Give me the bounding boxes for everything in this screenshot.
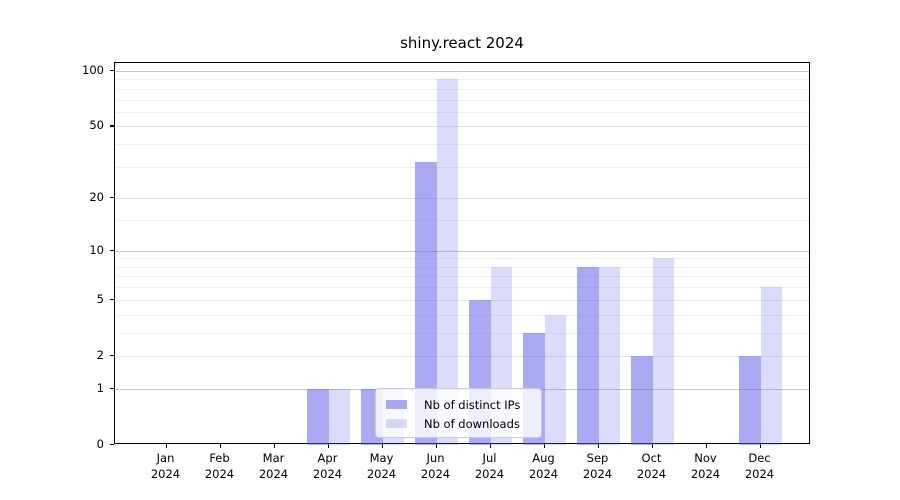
y-tick-label: 50: [89, 118, 104, 133]
gridline-minor: [115, 88, 809, 90]
y-tick-label: 100: [82, 63, 104, 77]
gridline-minor: [115, 266, 809, 268]
y-tick-label: 20: [89, 190, 104, 205]
x-tick-mark: [651, 444, 653, 448]
gridline-minor: [115, 111, 809, 113]
y-tick-label: 2: [96, 347, 104, 362]
gridline: [115, 198, 809, 200]
y-tick-label: 0: [96, 437, 104, 451]
gridline-minor: [115, 258, 809, 260]
gridline-minor: [115, 99, 809, 101]
x-tick-label: Mar 2024: [258, 451, 289, 481]
y-tick-label: 5: [96, 291, 104, 306]
legend-label-downloads: Nb of downloads: [424, 416, 520, 431]
x-tick-mark: [759, 444, 761, 448]
bar-nb-of-distinct-ips-apr-2024: [307, 388, 329, 445]
gridline: [115, 250, 809, 252]
x-tick-label: Jul 2024: [474, 451, 505, 481]
x-tick-label: Aug 2024: [528, 451, 559, 481]
legend-entry-downloads: Nb of downloads: [386, 414, 541, 433]
legend-label-distinct-ips: Nb of distinct IPs: [424, 397, 521, 412]
gridline-minor: [115, 287, 809, 289]
y-tick-label: 1: [96, 380, 104, 395]
legend: Nb of distinct IPs Nb of downloads: [375, 388, 542, 438]
bar-nb-of-downloads-sep-2024: [598, 266, 620, 445]
y-tick-mark: [110, 298, 114, 300]
x-tick-mark: [597, 444, 599, 448]
gridline: [115, 299, 809, 301]
legend-swatch-distinct-ips: [386, 399, 407, 410]
y-tick-mark: [110, 70, 114, 72]
gridline: [115, 355, 809, 357]
x-tick-mark: [489, 444, 491, 448]
x-tick-mark: [273, 444, 275, 448]
bar-nb-of-downloads-apr-2024: [328, 388, 350, 445]
y-tick-mark: [110, 197, 114, 199]
bar-nb-of-downloads-dec-2024: [760, 287, 782, 445]
y-tick-mark: [110, 125, 114, 127]
x-tick-mark: [543, 444, 545, 448]
bar-nb-of-downloads-jun-2024: [436, 79, 458, 445]
x-tick-label: Feb 2024: [204, 451, 235, 481]
gridline-minor: [115, 314, 809, 316]
bar-nb-of-downloads-oct-2024: [652, 258, 674, 445]
x-tick-mark: [705, 444, 707, 448]
x-tick-mark: [165, 444, 167, 448]
x-tick-mark: [435, 444, 437, 448]
x-tick-label: Oct 2024: [636, 451, 667, 481]
gridline-minor: [115, 276, 809, 278]
gridline: [115, 126, 809, 128]
bar-nb-of-distinct-ips-sep-2024: [577, 266, 599, 445]
gridline-minor: [115, 166, 809, 168]
gridline: [115, 71, 809, 72]
x-tick-label: Apr 2024: [312, 451, 343, 481]
chart-title: shiny.react 2024: [400, 34, 524, 52]
legend-entry-distinct-ips: Nb of distinct IPs: [386, 395, 541, 414]
y-tick-mark: [110, 249, 114, 251]
y-tick-mark: [110, 354, 114, 357]
x-tick-label: Nov 2024: [690, 451, 721, 481]
gridline-minor: [115, 332, 809, 334]
gridline-minor: [115, 144, 809, 146]
x-tick-label: Dec 2024: [744, 451, 775, 481]
x-tick-mark: [327, 444, 329, 448]
y-tick-mark: [110, 387, 114, 390]
y-tick-mark: [110, 444, 114, 446]
bar-nb-of-distinct-ips-jun-2024: [415, 161, 437, 445]
x-tick-mark: [219, 444, 221, 448]
legend-swatch-downloads: [386, 418, 407, 429]
x-tick-label: Jan 2024: [150, 451, 181, 481]
bar-nb-of-distinct-ips-dec-2024: [739, 355, 761, 445]
gridline-minor: [115, 220, 809, 222]
plot-area: [114, 62, 810, 445]
gridline-minor: [115, 79, 809, 81]
y-tick-label: 10: [89, 242, 104, 257]
x-tick-mark: [381, 444, 383, 448]
x-tick-label: Jun 2024: [420, 451, 451, 481]
x-tick-label: Sep 2024: [582, 451, 613, 481]
bar-nb-of-downloads-aug-2024: [544, 314, 566, 445]
x-tick-label: May 2024: [366, 451, 397, 481]
bar-nb-of-distinct-ips-oct-2024: [631, 355, 653, 445]
